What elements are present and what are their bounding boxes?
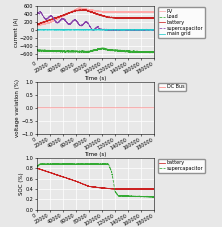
- PV: [142, 10, 145, 13]
- battery: [153, 17, 156, 20]
- supercapacitor: [142, 195, 145, 198]
- supercapacitor: [61, 18, 63, 21]
- battery: [68, 178, 71, 180]
- Y-axis label: current (A): current (A): [14, 17, 19, 47]
- PV: [68, 11, 71, 14]
- supercapacitor: [153, 29, 156, 32]
- X-axis label: Time (s): Time (s): [84, 152, 107, 157]
- supercapacitor: [68, 23, 71, 26]
- Load: [109, 49, 111, 52]
- supercapacitor: [35, 12, 38, 14]
- PV: [153, 10, 156, 13]
- Load: [101, 47, 104, 49]
- DC Bus: [35, 106, 38, 109]
- PV: [61, 15, 63, 18]
- PV: [35, 24, 38, 27]
- battery: [107, 16, 109, 19]
- X-axis label: Time (s): Time (s): [84, 76, 107, 81]
- DC Bus: [61, 106, 63, 109]
- supercapacitor: [81, 162, 83, 165]
- Load: [68, 50, 71, 53]
- battery: [61, 175, 63, 178]
- DC Bus: [153, 106, 156, 109]
- main grid: [61, 28, 63, 31]
- PV: [36, 25, 39, 27]
- battery: [35, 23, 38, 26]
- supercapacitor: [107, 163, 109, 165]
- battery: [109, 187, 111, 190]
- supercapacitor: [68, 163, 71, 166]
- supercapacitor: [35, 166, 38, 168]
- Load: [150, 52, 153, 54]
- main grid: [35, 29, 38, 31]
- Load: [35, 49, 38, 52]
- PV: [79, 7, 82, 9]
- battery: [109, 16, 111, 19]
- Line: battery: battery: [37, 168, 154, 189]
- battery: [153, 188, 156, 190]
- Y-axis label: SOC (%): SOC (%): [19, 173, 24, 195]
- main grid: [109, 29, 111, 31]
- Load: [61, 50, 63, 53]
- main grid: [107, 29, 109, 31]
- Line: supercapacitor: supercapacitor: [37, 163, 154, 197]
- supercapacitor: [151, 196, 154, 199]
- Load: [153, 51, 156, 54]
- main grid: [105, 29, 108, 31]
- battery: [107, 187, 109, 190]
- DC Bus: [153, 106, 156, 109]
- DC Bus: [106, 106, 109, 109]
- Load: [142, 51, 145, 54]
- supercapacitor: [134, 29, 137, 32]
- supercapacitor: [153, 195, 156, 198]
- Load: [153, 51, 156, 54]
- battery: [36, 23, 39, 26]
- Line: supercapacitor: supercapacitor: [37, 11, 154, 31]
- main grid: [68, 29, 71, 31]
- supercapacitor: [153, 195, 156, 198]
- Line: Load: Load: [37, 48, 154, 53]
- PV: [153, 11, 156, 13]
- Legend: DC Bus: DC Bus: [158, 83, 186, 91]
- Line: PV: PV: [37, 8, 154, 26]
- supercapacitor: [61, 163, 63, 165]
- battery: [68, 12, 71, 14]
- battery: [84, 8, 86, 11]
- DC Bus: [142, 106, 145, 109]
- DC Bus: [109, 106, 111, 109]
- battery: [142, 16, 145, 19]
- Line: battery: battery: [37, 10, 154, 25]
- supercapacitor: [142, 28, 145, 31]
- battery: [142, 188, 145, 190]
- supercapacitor: [153, 28, 156, 31]
- Legend: battery, supercapacitor: battery, supercapacitor: [158, 159, 205, 173]
- PV: [109, 11, 111, 13]
- battery: [153, 188, 156, 190]
- Load: [107, 49, 109, 52]
- DC Bus: [68, 106, 71, 109]
- battery: [121, 188, 124, 191]
- supercapacitor: [109, 28, 111, 31]
- main grid: [142, 28, 145, 31]
- PV: [107, 11, 109, 13]
- Y-axis label: voltage variation (%): voltage variation (%): [15, 79, 20, 137]
- main grid: [153, 28, 156, 31]
- Legend: PV, Load, battery, supercapacitor, main grid: PV, Load, battery, supercapacitor, main …: [158, 7, 205, 38]
- supercapacitor: [109, 166, 111, 168]
- supercapacitor: [39, 10, 41, 12]
- main grid: [99, 28, 102, 31]
- battery: [153, 17, 156, 20]
- main grid: [153, 29, 156, 31]
- battery: [61, 14, 63, 17]
- supercapacitor: [107, 28, 109, 31]
- battery: [35, 167, 38, 169]
- battery: [35, 167, 38, 169]
